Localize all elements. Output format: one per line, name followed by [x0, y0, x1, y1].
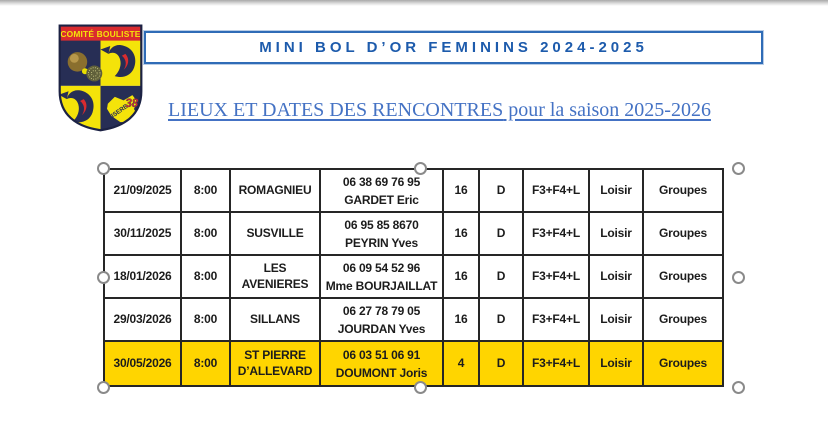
title-box[interactable]: MINI BOL D’OR FEMININS 2024-2025: [144, 31, 763, 64]
phone-number: 06 27 78 79 05: [342, 303, 421, 318]
cell-date[interactable]: 29/03/2026: [105, 299, 182, 342]
cell-teams[interactable]: 16: [444, 170, 480, 213]
phone-number: 06 09 54 52 96: [342, 260, 421, 275]
selection-handle-ne[interactable]: [732, 162, 745, 175]
selection-handle-e[interactable]: [732, 271, 745, 284]
subtitle-lead: LIEUX ET DATES DES RENCONTRES: [168, 99, 504, 121]
subtitle-line: LIEUX ET DATES DES RENCONTRES pour la sa…: [168, 99, 711, 122]
contact-name: Mme BOURJAILLAT: [325, 278, 438, 293]
phone-number: 06 38 69 76 95: [342, 174, 421, 189]
cell-mode[interactable]: Groupes: [644, 256, 722, 299]
selection-handle-sw[interactable]: [97, 381, 110, 394]
cell-category[interactable]: Loisir: [590, 213, 644, 256]
cell-place[interactable]: ST PIERRE D’ALLEVARD: [231, 342, 321, 385]
selection-handle-nw[interactable]: [97, 162, 110, 175]
cell-time[interactable]: 8:00: [182, 256, 231, 299]
table-grid: 21/09/2025 8:00 ROMAGNIEU 06 38 69 76 95…: [103, 168, 724, 387]
cell-teams[interactable]: 4: [444, 342, 480, 385]
cell-division[interactable]: D: [480, 213, 524, 256]
cell-mode[interactable]: Groupes: [644, 213, 722, 256]
isere-map-icon: ISERE 38: [106, 94, 139, 124]
contact-name: DOUMONT Joris: [335, 365, 428, 380]
banner: [59, 25, 142, 41]
cell-division[interactable]: D: [480, 342, 524, 385]
banner-text: COMITÉ BOULISTE: [60, 28, 140, 39]
cell-category[interactable]: Loisir: [590, 299, 644, 342]
cell-mode[interactable]: Groupes: [644, 342, 722, 385]
cell-division[interactable]: D: [480, 170, 524, 213]
cell-courts[interactable]: F3+F4+L: [524, 299, 590, 342]
cell-division[interactable]: D: [480, 256, 524, 299]
cell-date[interactable]: 18/01/2026: [105, 256, 182, 299]
cell-time[interactable]: 8:00: [182, 342, 231, 385]
cell-teams[interactable]: 16: [444, 213, 480, 256]
contact-name: PEYRIN Yves: [345, 235, 418, 250]
cell-time[interactable]: 8:00: [182, 213, 231, 256]
cell-contact[interactable]: 06 03 51 06 91 DOUMONT Joris: [321, 342, 444, 385]
cell-time[interactable]: 8:00: [182, 299, 231, 342]
cell-place[interactable]: ROMAGNIEU: [231, 170, 321, 213]
phone-number: 06 95 85 8670: [344, 217, 419, 232]
cell-date[interactable]: 30/05/2026: [105, 342, 182, 385]
cell-mode[interactable]: Groupes: [644, 299, 722, 342]
cell-category[interactable]: Loisir: [590, 170, 644, 213]
selection-handle-n[interactable]: [414, 162, 427, 175]
cell-place[interactable]: SUSVILLE: [231, 213, 321, 256]
selection-handle-se[interactable]: [732, 381, 745, 394]
cell-contact[interactable]: 06 95 85 8670 PEYRIN Yves: [321, 213, 444, 256]
cell-place[interactable]: SILLANS: [231, 299, 321, 342]
phone-number: 06 03 51 06 91: [342, 347, 421, 362]
cell-contact[interactable]: 06 09 54 52 96 Mme BOURJAILLAT: [321, 256, 444, 299]
cell-place[interactable]: LES AVENIERES: [231, 256, 321, 299]
table-row: 21/09/2025 8:00 ROMAGNIEU 06 38 69 76 95…: [105, 170, 722, 213]
contact-name: GARDET Eric: [344, 192, 419, 207]
table-row: 29/03/2026 8:00 SILLANS 06 27 78 79 05 J…: [105, 299, 722, 342]
window-top-edge: [0, 0, 828, 6]
studded-boule-icon: [86, 65, 103, 82]
cell-teams[interactable]: 16: [444, 299, 480, 342]
selection-handle-s[interactable]: [414, 381, 427, 394]
cell-teams[interactable]: 16: [444, 256, 480, 299]
contact-name: JOURDAN Yves: [337, 321, 426, 336]
department-number: 38: [125, 98, 138, 110]
schedule-table[interactable]: 21/09/2025 8:00 ROMAGNIEU 06 38 69 76 95…: [103, 168, 724, 387]
subtitle-tail: pour la saison 2025-2026: [503, 99, 711, 121]
cell-date[interactable]: 21/09/2025: [105, 170, 182, 213]
cell-date[interactable]: 30/11/2025: [105, 213, 182, 256]
comite-bouliste-logo[interactable]: ISERE 38 COMITÉ BOULISTE: [56, 22, 145, 132]
cell-contact[interactable]: 06 38 69 76 95 GARDET Eric: [321, 170, 444, 213]
cell-contact[interactable]: 06 27 78 79 05 JOURDAN Yves: [321, 299, 444, 342]
table-row: 30/05/2026 8:00 ST PIERRE D’ALLEVARD 06 …: [105, 342, 722, 385]
table-row: 18/01/2026 8:00 LES AVENIERES 06 09 54 5…: [105, 256, 722, 299]
cell-courts[interactable]: F3+F4+L: [524, 170, 590, 213]
table-row: 30/11/2025 8:00 SUSVILLE 06 95 85 8670 P…: [105, 213, 722, 256]
page-title: MINI BOL D’OR FEMININS 2024-2025: [259, 39, 648, 56]
cell-courts[interactable]: F3+F4+L: [524, 256, 590, 299]
cell-category[interactable]: Loisir: [590, 342, 644, 385]
cell-courts[interactable]: F3+F4+L: [524, 213, 590, 256]
cell-division[interactable]: D: [480, 299, 524, 342]
selection-handle-w[interactable]: [97, 271, 110, 284]
cell-time[interactable]: 8:00: [182, 170, 231, 213]
cell-category[interactable]: Loisir: [590, 256, 644, 299]
cell-mode[interactable]: Groupes: [644, 170, 722, 213]
cell-courts[interactable]: F3+F4+L: [524, 342, 590, 385]
shield: ISERE 38 COMITÉ BOULISTE: [59, 25, 142, 131]
